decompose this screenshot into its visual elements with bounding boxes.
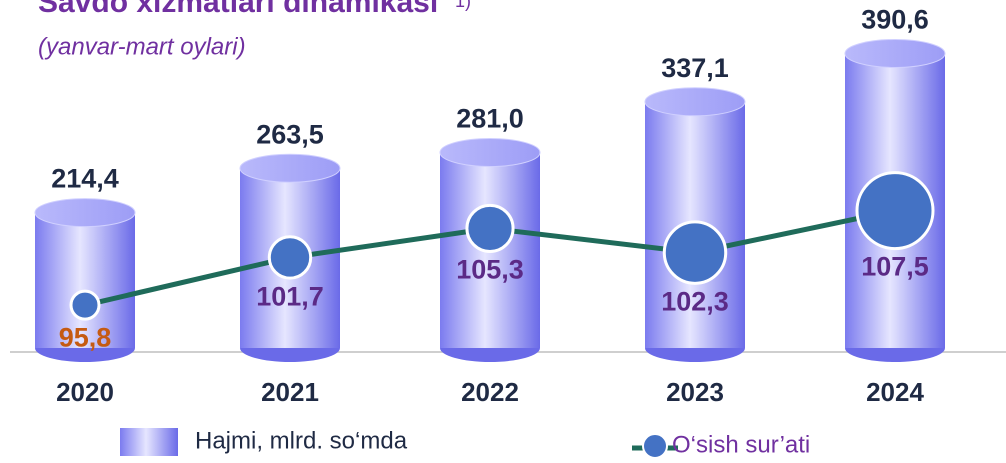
x-tick-label: 2023 [666,377,724,407]
x-tick-label: 2020 [56,377,114,407]
line-marker [662,220,728,285]
bar [35,212,135,348]
line-marker [267,235,313,280]
chart-subtitle: (yanvar-mart oylari) [38,33,246,60]
line-value-label: 102,3 [661,286,729,316]
bar-value-label: 281,0 [456,104,524,134]
x-tick-label: 2024 [866,377,924,407]
line-value-label: 95,8 [59,322,112,352]
line-value-label: 107,5 [861,252,929,282]
bar-value-label: 390,6 [861,5,929,35]
bar-value-label: 214,4 [51,164,119,194]
legend-label: Hajmi, mlrd. so‘mda [195,427,408,454]
bar-value-label: 263,5 [256,119,324,149]
cylinder-top [844,38,946,68]
legend-bar-swatch [120,428,178,456]
line-marker [855,171,935,251]
x-tick-label: 2021 [261,377,319,407]
legend-label: O‘sish sur’ati [672,431,810,458]
title-note: 1) [455,0,471,11]
line-marker [465,203,515,253]
cylinder-top [34,198,136,228]
cylinder-top [439,137,541,167]
cylinder-top [644,87,746,117]
line-value-label: 105,3 [456,255,524,285]
bar-value-label: 337,1 [661,53,729,83]
line-marker [69,289,101,321]
x-tick-label: 2022 [461,377,519,407]
line-value-label: 101,7 [256,281,324,311]
legend-marker-swatch [642,433,668,459]
cylinder-top [239,153,341,183]
chart-title: Savdo xizmatlari dinamikasi [38,0,438,19]
